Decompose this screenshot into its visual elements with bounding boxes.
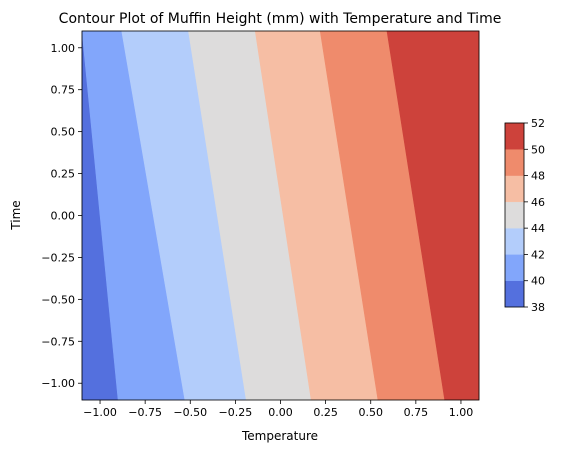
x-tick-label: 0.75: [404, 406, 429, 419]
colorbar-band-38-40: [504, 280, 525, 308]
x-tick-label: −1.00: [83, 406, 117, 419]
colorbar-band-48-50: [504, 149, 525, 176]
x-tick-label: 0.50: [358, 406, 383, 419]
colorbar-tick-label: 52: [531, 117, 545, 130]
colorbar-tick-label: 38: [531, 301, 545, 314]
x-tick-label: 0.00: [268, 406, 293, 419]
colorbar-tick-label: 46: [531, 196, 545, 209]
x-tick-label: −0.75: [128, 406, 162, 419]
y-axis: −1.00 −0.75 −0.50 −0.25 0.00 0.25 0.50 0.75 1.00: [41, 42, 82, 390]
colorbar-tick-label: 44: [531, 222, 545, 235]
colorbar-band-44-46: [504, 201, 525, 229]
contour-fills: [81, 30, 480, 401]
colorbar-tick-label: 42: [531, 248, 545, 261]
y-tick-label: 0.75: [51, 84, 76, 97]
colorbar-tick-label: 40: [531, 275, 545, 288]
colorbar-tick-label: 48: [531, 170, 545, 183]
y-tick-label: −0.75: [41, 335, 75, 348]
y-tick-label: −0.25: [41, 251, 75, 264]
colorbar-band-50-52: [504, 122, 525, 150]
colorbar-band-42-44: [504, 227, 525, 255]
y-tick-label: 0.25: [51, 168, 76, 181]
colorbar-band-40-42: [504, 254, 525, 281]
colorbar-tick-label: 50: [531, 143, 545, 156]
colorbar: 38 40 42 44 46 48 50 52: [504, 117, 545, 314]
x-axis: −1.00 −0.75 −0.50 −0.25 0.00 0.25 0.50 0.75 1.00: [83, 400, 473, 419]
x-tick-label: 1.00: [449, 406, 474, 419]
y-tick-label: −0.50: [41, 293, 75, 306]
y-tick-label: 0.00: [51, 210, 76, 223]
y-axis-label: Time: [9, 200, 23, 230]
chart-title: Contour Plot of Muffin Height (mm) with …: [59, 11, 502, 27]
x-axis-label: Temperature: [241, 429, 318, 443]
colorbar-band-46-48: [504, 175, 525, 203]
x-tick-label: −0.25: [219, 406, 253, 419]
y-tick-label: −1.00: [41, 377, 75, 390]
x-tick-label: −0.50: [173, 406, 207, 419]
colorbar-frame: [504, 122, 525, 308]
y-tick-label: 0.50: [51, 126, 76, 139]
x-tick-label: 0.25: [313, 406, 338, 419]
y-tick-label: 1.00: [51, 42, 76, 55]
